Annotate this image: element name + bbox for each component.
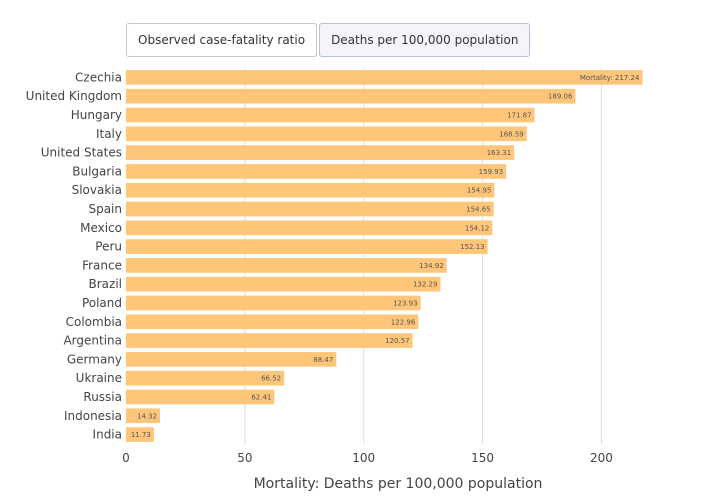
x-tick-label: 0 bbox=[122, 451, 130, 465]
bar[interactable] bbox=[126, 295, 421, 311]
category-label: Brazil bbox=[89, 277, 123, 291]
bar[interactable] bbox=[126, 88, 576, 104]
bar[interactable] bbox=[126, 220, 493, 236]
category-label: Russia bbox=[83, 390, 122, 404]
bar[interactable] bbox=[126, 164, 507, 179]
bar[interactable] bbox=[126, 201, 494, 217]
category-label: United Kingdom bbox=[26, 89, 122, 103]
bar-value-label: 88.47 bbox=[313, 356, 333, 364]
x-tick-label: 50 bbox=[237, 451, 252, 465]
category-label: Slovakia bbox=[72, 183, 122, 197]
bar-value-label: 123.93 bbox=[393, 300, 418, 308]
tab-case-fatality-ratio[interactable]: Observed case-fatality ratio bbox=[126, 23, 318, 57]
bars: Mortality: 217.24 189.06 171.87 168.59 163.3… bbox=[126, 70, 643, 442]
bar-value-label: 66.52 bbox=[261, 375, 281, 383]
bar[interactable] bbox=[126, 126, 527, 142]
bar[interactable] bbox=[126, 182, 495, 198]
metric-tabs: Observed case-fatality ratio Deaths per … bbox=[126, 23, 531, 57]
bar[interactable] bbox=[126, 408, 161, 424]
category-label: Spain bbox=[88, 202, 122, 216]
bar[interactable] bbox=[126, 352, 337, 367]
category-label: Germany bbox=[67, 352, 122, 366]
category-label: France bbox=[82, 258, 122, 272]
category-label: Argentina bbox=[63, 334, 122, 348]
category-label: Colombia bbox=[66, 315, 122, 329]
bar-value-label: 11.73 bbox=[131, 431, 151, 439]
bar[interactable] bbox=[126, 314, 419, 330]
bar-value-label: 159.93 bbox=[479, 168, 504, 176]
category-label: Mexico bbox=[80, 221, 122, 235]
x-tick-label: 200 bbox=[590, 451, 613, 465]
bar[interactable] bbox=[126, 258, 447, 273]
category-label: Czechia bbox=[75, 70, 122, 84]
bar-value-label: 134.92 bbox=[419, 262, 444, 270]
bar[interactable] bbox=[126, 239, 488, 254]
bar[interactable] bbox=[126, 370, 285, 386]
category-label: Indonesia bbox=[64, 409, 122, 423]
bar[interactable] bbox=[126, 276, 441, 292]
bar-value-label: Mortality: 217.24 bbox=[580, 74, 640, 82]
bar-value-label: 154.65 bbox=[466, 206, 491, 214]
x-tick-labels: 0 50 100 150 200 bbox=[122, 451, 613, 465]
bar-value-label: 168.59 bbox=[499, 130, 524, 138]
bar-value-label: 163.31 bbox=[487, 149, 512, 157]
bar[interactable] bbox=[126, 333, 413, 348]
bar-value-label: 171.87 bbox=[507, 112, 532, 120]
category-label: Bulgaria bbox=[72, 164, 122, 178]
bar[interactable] bbox=[126, 145, 515, 160]
bar-value-label: 122.96 bbox=[391, 318, 416, 326]
category-label: Italy bbox=[96, 127, 122, 141]
bar[interactable] bbox=[126, 70, 643, 85]
category-label: Peru bbox=[95, 240, 122, 254]
bar-value-label: 14.32 bbox=[137, 412, 157, 420]
bar-value-label: 132.29 bbox=[413, 281, 438, 289]
bar[interactable] bbox=[126, 389, 275, 405]
x-tick-label: 100 bbox=[352, 451, 375, 465]
bar-value-label: 120.57 bbox=[385, 337, 410, 345]
bar[interactable] bbox=[126, 107, 535, 123]
bar-value-label: 189.06 bbox=[548, 93, 573, 101]
category-labels: Czechia United Kingdom Hungary Italy United … bbox=[26, 70, 122, 441]
gridlines bbox=[244, 68, 602, 444]
category-label: Ukraine bbox=[76, 371, 122, 385]
category-label: Hungary bbox=[71, 108, 122, 122]
x-axis-title: Mortality: Deaths per 100,000 population bbox=[254, 476, 543, 492]
bar[interactable] bbox=[126, 427, 154, 442]
bar-value-label: 154.95 bbox=[467, 187, 492, 195]
category-label: Poland bbox=[82, 296, 122, 310]
tab-deaths-per-100k[interactable]: Deaths per 100,000 population bbox=[319, 23, 531, 57]
category-label: United States bbox=[41, 146, 122, 160]
bar-value-label: 152.13 bbox=[460, 243, 485, 251]
category-label: India bbox=[93, 428, 122, 442]
x-tick-label: 150 bbox=[471, 451, 494, 465]
bar-value-label: 154.12 bbox=[465, 224, 490, 232]
bar-value-label: 62.41 bbox=[251, 394, 271, 402]
